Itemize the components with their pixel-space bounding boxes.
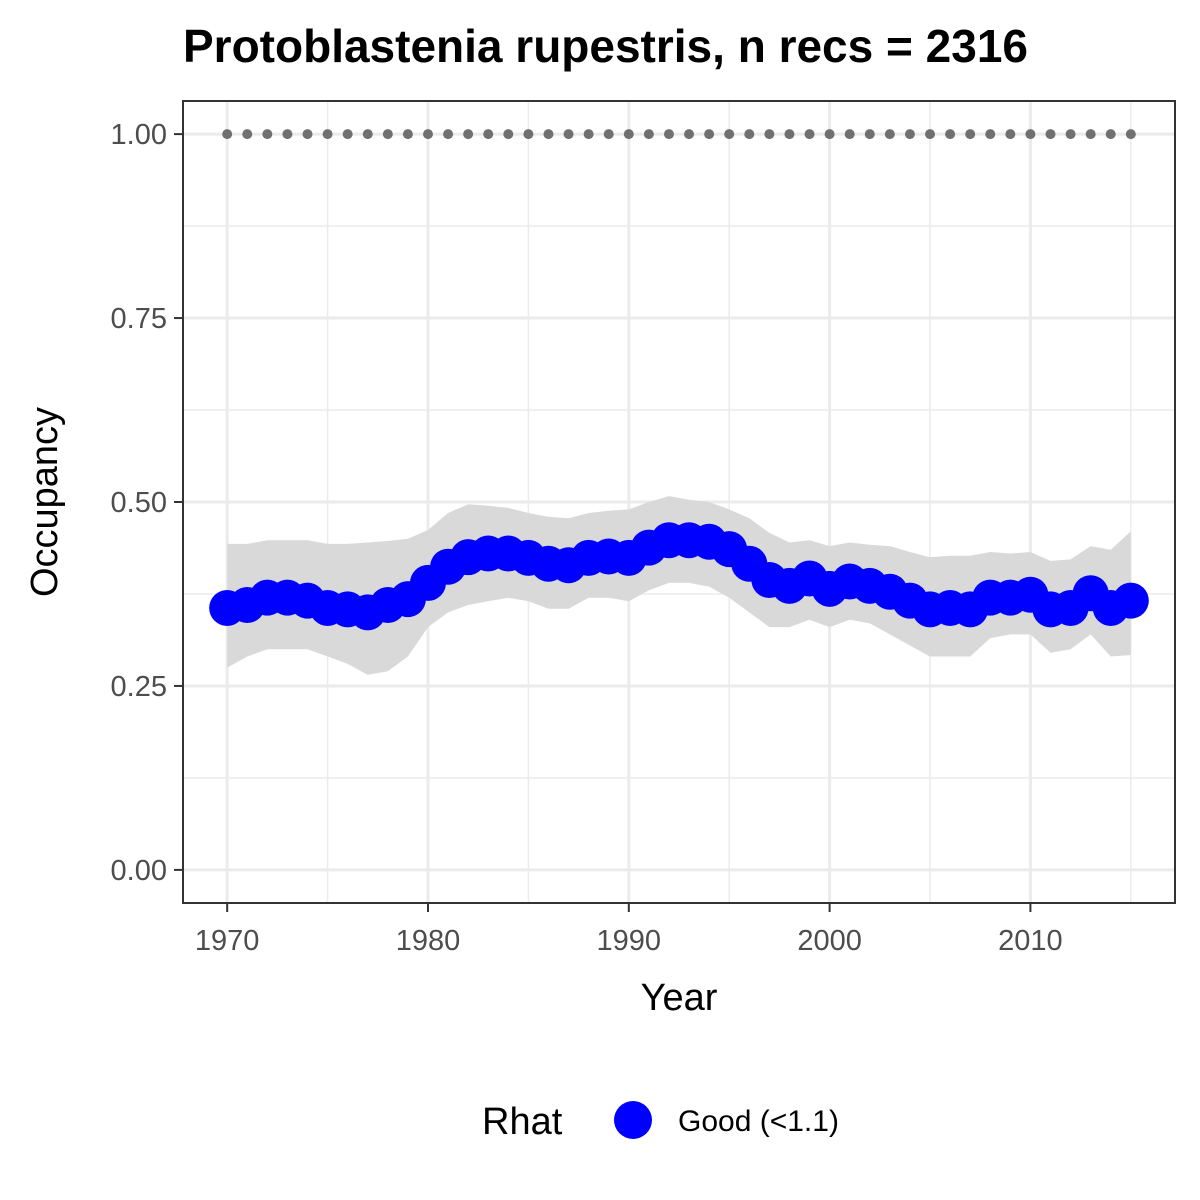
reference-line: [222, 129, 1136, 140]
reference-point: [463, 129, 474, 140]
reference-point: [1105, 129, 1116, 140]
reference-point: [643, 129, 654, 140]
reference-point: [262, 129, 273, 140]
reference-point: [784, 129, 795, 140]
reference-point: [503, 129, 514, 140]
reference-point: [342, 129, 353, 140]
reference-point: [985, 129, 996, 140]
legend-label-good: Good (<1.1): [678, 1105, 839, 1138]
y-tick-label: 1.00: [111, 119, 167, 151]
reference-point: [563, 129, 574, 140]
reference-point: [704, 129, 715, 140]
reference-point: [402, 129, 413, 140]
legend-key-good: [614, 1101, 652, 1139]
reference-point: [884, 129, 895, 140]
y-tick-label: 0.50: [111, 487, 167, 519]
reference-point: [925, 129, 936, 140]
reference-point: [603, 129, 614, 140]
data-point: [1112, 582, 1149, 619]
reference-point: [1125, 129, 1136, 140]
y-tick-label: 0.75: [111, 303, 167, 335]
reference-point: [1085, 129, 1096, 140]
reference-point: [362, 129, 373, 140]
reference-point: [282, 129, 293, 140]
reference-point: [824, 129, 835, 140]
reference-point: [764, 129, 775, 140]
x-tick-label: 1990: [597, 925, 662, 957]
reference-point: [744, 129, 755, 140]
x-axis: 1970 1980 1990 2000 2010: [195, 903, 1063, 957]
ribbon-area: [227, 496, 1131, 675]
reference-point: [1025, 129, 1036, 140]
reference-point: [543, 129, 554, 140]
reference-point: [382, 129, 393, 140]
occupancy-points: [209, 522, 1149, 631]
y-axis-title: Occupancy: [24, 407, 66, 597]
reference-point: [222, 129, 233, 140]
y-axis: 0.00 0.25 0.50 0.75 1.00: [111, 119, 183, 887]
reference-point: [663, 129, 674, 140]
reference-point: [1005, 129, 1016, 140]
reference-point: [242, 129, 253, 140]
reference-point: [684, 129, 695, 140]
reference-point: [322, 129, 333, 140]
reference-point: [1065, 129, 1076, 140]
reference-point: [945, 129, 956, 140]
reference-point: [483, 129, 494, 140]
y-tick-label: 0.25: [111, 671, 167, 703]
reference-point: [844, 129, 855, 140]
x-tick-label: 1970: [195, 925, 260, 957]
reference-point: [623, 129, 634, 140]
reference-point: [965, 129, 976, 140]
chart-title: Protoblastenia rupestris, n recs = 2316: [183, 20, 1028, 72]
reference-point: [1045, 129, 1056, 140]
legend-title: Rhat: [482, 1101, 563, 1143]
reference-point: [724, 129, 735, 140]
reference-point: [904, 129, 915, 140]
confidence-ribbon: [227, 496, 1131, 675]
legend: Rhat Good (<1.1): [482, 1101, 839, 1143]
reference-point: [804, 129, 815, 140]
x-axis-title: Year: [641, 977, 718, 1019]
reference-point: [422, 129, 433, 140]
x-tick-label: 1980: [396, 925, 461, 957]
reference-point: [864, 129, 875, 140]
x-tick-label: 2000: [797, 925, 862, 957]
x-tick-label: 2010: [998, 925, 1063, 957]
reference-point: [523, 129, 534, 140]
reference-point: [302, 129, 313, 140]
reference-point: [443, 129, 454, 140]
reference-point: [583, 129, 594, 140]
y-tick-label: 0.00: [111, 855, 167, 887]
